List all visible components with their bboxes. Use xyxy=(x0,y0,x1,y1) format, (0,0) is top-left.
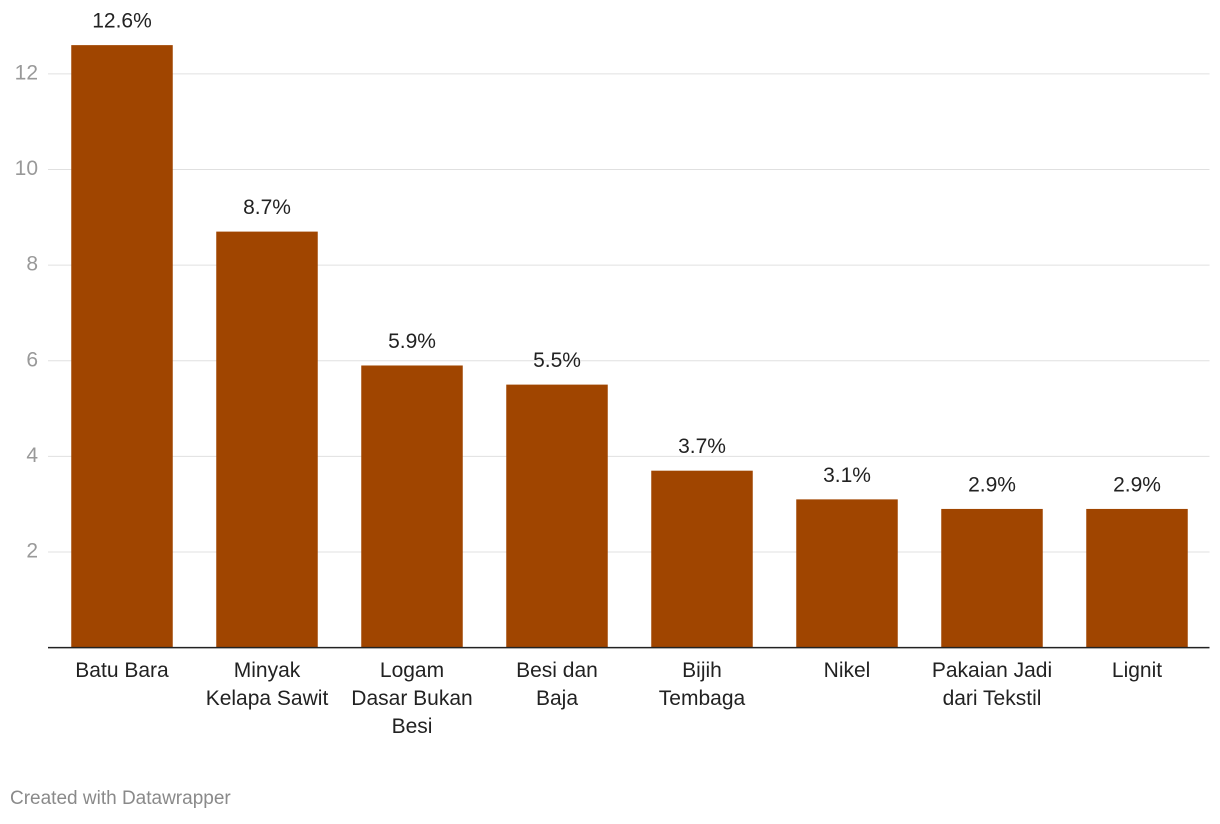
bar xyxy=(796,499,898,648)
y-tick-label: 8 xyxy=(26,253,38,276)
bar xyxy=(651,470,753,648)
value-label: 5.5% xyxy=(533,349,581,372)
value-label: 3.1% xyxy=(823,464,871,487)
value-label: 8.7% xyxy=(243,196,291,219)
bar xyxy=(1086,508,1188,648)
value-label: 12.6% xyxy=(92,10,152,33)
x-tick-label: Minyak Kelapa Sawit xyxy=(205,658,329,710)
value-label: 2.9% xyxy=(968,473,1016,496)
value-label: 2.9% xyxy=(1113,473,1161,496)
y-tick-label: 6 xyxy=(26,348,38,371)
x-tick-label: Logam Dasar Bukan Besi xyxy=(351,658,473,738)
y-tick-label: 4 xyxy=(26,444,38,467)
y-tick-label: 10 xyxy=(15,157,38,180)
bar xyxy=(506,384,608,648)
x-tick-label: Bijih Tembaga xyxy=(658,658,746,710)
y-tick-label: 12 xyxy=(15,61,38,84)
bar xyxy=(361,365,463,648)
value-label: 5.9% xyxy=(388,330,436,353)
x-tick-label: Lignit xyxy=(1111,658,1163,682)
bar xyxy=(216,231,318,648)
y-tick-label: 2 xyxy=(26,540,38,563)
value-label: 3.7% xyxy=(678,435,726,458)
x-tick-label: Nikel xyxy=(823,658,871,682)
bar xyxy=(941,508,1043,648)
credit: Created with Datawrapper xyxy=(10,788,231,809)
x-tick-label: Besi dan Baja xyxy=(516,658,598,710)
bar xyxy=(71,45,173,648)
x-tick-label: Pakaian Jadi dari Tekstil xyxy=(931,658,1053,710)
x-tick-label: Batu Bara xyxy=(75,658,169,682)
